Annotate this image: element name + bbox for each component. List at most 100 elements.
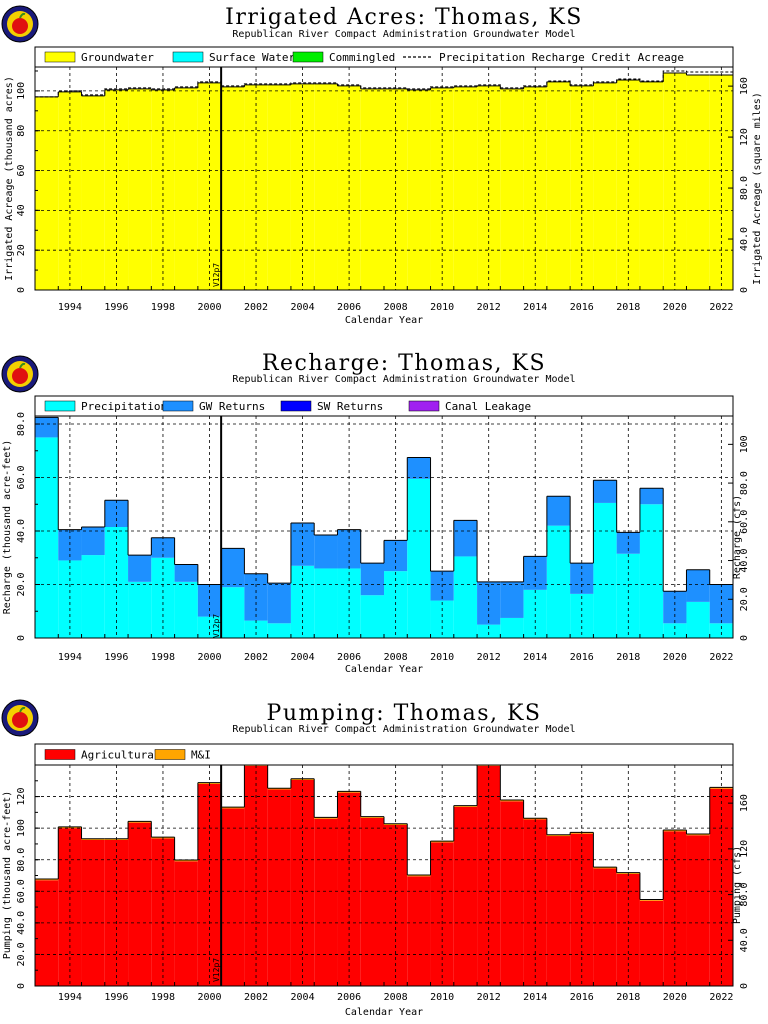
x-tick-label: 2010 <box>430 302 454 313</box>
x-tick-label: 2014 <box>523 652 547 663</box>
bar-gw-returns <box>663 591 687 624</box>
y2-tick-label: 120 <box>739 840 750 858</box>
y2-tick-label: 40.0 <box>739 227 750 251</box>
x-tick-label: 2012 <box>477 992 501 1003</box>
bar-agricultural <box>35 880 59 986</box>
bar-m-i <box>453 805 478 807</box>
x-tick-label: 2010 <box>430 652 454 663</box>
x-tick-label: 2004 <box>291 992 315 1003</box>
bar-groundwater <box>221 86 245 291</box>
y-tick-label: 60.0 <box>16 879 27 903</box>
bar-agricultural <box>81 839 105 986</box>
logo-leaf <box>19 362 26 369</box>
y2-tick-label: 60.0 <box>739 510 750 534</box>
x-tick-label: 1994 <box>58 652 82 663</box>
x-tick-label: 2014 <box>523 992 547 1003</box>
bar-groundwater <box>500 88 524 290</box>
y2-tick-label: 80.0 <box>739 176 750 200</box>
x-tick-label: 2002 <box>244 652 268 663</box>
irrigated-acres-chart: Irrigated Acres: Thomas, KS Republican Ri… <box>0 0 768 336</box>
x-tick-label: 2002 <box>244 302 268 313</box>
bar-agricultural <box>407 876 431 986</box>
legend-swatch <box>292 51 324 63</box>
bar-m-i <box>500 800 524 802</box>
bar-agricultural <box>593 868 617 986</box>
x-tick-label: 2000 <box>197 992 221 1003</box>
bars-group <box>35 416 733 638</box>
bar-gw-returns <box>267 583 291 624</box>
legend-swatch <box>44 749 76 760</box>
legend: Precipitation GW Returns SW Returns Canal L… <box>34 395 734 417</box>
bar-agricultural <box>686 835 710 986</box>
x-tick-label: 2012 <box>477 652 501 663</box>
bar-m-i <box>430 841 454 843</box>
bar-m-i <box>314 817 338 819</box>
bar-agricultural <box>267 789 291 986</box>
bar-m-i <box>407 875 431 877</box>
bar-precipitation <box>81 555 105 638</box>
y2-tick-label: 160 <box>739 794 750 812</box>
bar-m-i <box>523 818 547 820</box>
legend-label: Agricultural <box>81 749 160 762</box>
y-tick-label: 100 <box>16 819 27 837</box>
x-tick-label: 2006 <box>337 302 361 313</box>
x-tick-label: 2020 <box>663 652 687 663</box>
bar-agricultural <box>314 818 338 986</box>
bar-m-i <box>81 838 105 840</box>
x-tick-label: 2000 <box>197 302 221 313</box>
model-version-label: V12p7 <box>212 263 221 287</box>
bar-gw-returns <box>58 529 82 561</box>
y-axis-title: Pumping (thousand acre-feet) <box>2 791 13 960</box>
bar-gw-returns <box>639 488 664 505</box>
y2-tick-label: 0 <box>739 983 750 989</box>
y-tick-label: 20 <box>16 244 27 256</box>
bar-agricultural <box>151 838 175 986</box>
bar-agricultural <box>290 779 315 986</box>
y-tick-label: 0 <box>16 635 27 641</box>
bar-precipitation <box>546 525 571 638</box>
x-axis-title: Calendar Year <box>345 315 423 326</box>
y-tick-label: 120 <box>16 788 27 806</box>
bar-m-i <box>593 867 617 869</box>
x-tick-label: 1996 <box>104 652 128 663</box>
logo-apple <box>12 712 28 728</box>
bar-m-i <box>360 816 384 818</box>
legend: Agricultural M&I <box>34 743 734 766</box>
bar-agricultural <box>337 792 361 986</box>
bar-gw-returns <box>500 581 524 618</box>
y2-axis-title: Pumping (cfs) <box>732 846 743 924</box>
bar-gw-returns <box>593 480 617 503</box>
bar-m-i <box>267 788 291 790</box>
legend-label: Groundwater <box>81 51 154 64</box>
x-tick-label: 2016 <box>570 652 594 663</box>
bar-precipitation <box>639 504 664 638</box>
x-tick-label: 1996 <box>104 992 128 1003</box>
legend-label: GW Returns <box>199 400 265 413</box>
bar-m-i <box>35 878 59 881</box>
legend-label: Precipitation <box>81 400 167 413</box>
y-tick-label: 100 <box>16 82 27 100</box>
bar-precipitation <box>221 587 245 638</box>
y2-tick-label: 20.0 <box>739 587 750 611</box>
x-tick-label: 2004 <box>291 652 315 663</box>
x-tick-label: 2022 <box>709 652 733 663</box>
bar-precipitation <box>360 595 384 638</box>
x-axis-title: Calendar Year <box>345 1007 423 1018</box>
legend-label: Surface Water <box>209 51 295 64</box>
bar-precipitation <box>174 581 198 638</box>
logo-apple <box>12 368 28 384</box>
x-tick-label: 2016 <box>570 302 594 313</box>
grid-group <box>35 416 733 638</box>
x-tick-label: 2016 <box>570 992 594 1003</box>
x-tick-label: 2018 <box>616 992 640 1003</box>
bar-gw-returns <box>151 537 175 558</box>
x-tick-label: 2022 <box>709 302 733 313</box>
y-tick-label: 60.0 <box>16 465 27 489</box>
y2-tick-label: 0 <box>739 635 750 641</box>
bar-agricultural <box>500 801 524 986</box>
y-tick-label: 40.0 <box>16 519 27 543</box>
x-tick-label: 2008 <box>384 992 408 1003</box>
legend-swatch <box>44 51 76 63</box>
x-tick-label: 2014 <box>523 302 547 313</box>
